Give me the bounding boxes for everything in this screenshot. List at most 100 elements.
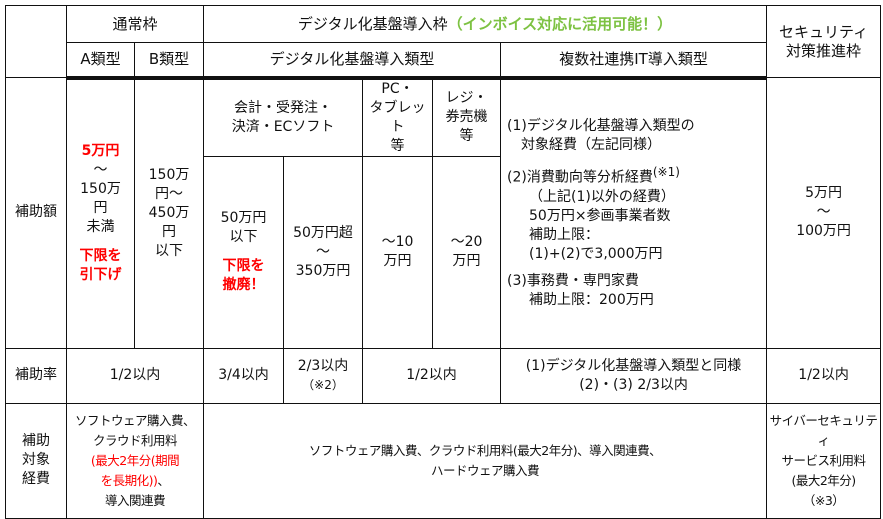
text: 5万円 <box>805 185 843 202</box>
multi-company-amount: (1)デジタル化基盤導入類型の 対象経費（左記同様） (2)消費動向等分析経費(… <box>500 77 768 349</box>
amount-label: 補助額 <box>5 77 67 349</box>
normal-rate: 1/2以内 <box>65 347 205 404</box>
register-amount: ～20 万円 <box>432 155 502 349</box>
text: 50万円×参画事業者数 <box>529 207 671 224</box>
text: ソフトウェア購入費、クラウド利用料(最大2年分)、導入関連費、 <box>308 442 662 458</box>
text: ソフトウェア購入費、 <box>75 412 196 428</box>
text: サービス利用料 <box>781 452 867 468</box>
multi-company-header: 複数社連携IT導入類型 <box>500 42 768 80</box>
pc-tablet-header: PC・ タブレット 等 <box>362 77 434 157</box>
text: 100万円 <box>796 223 851 240</box>
text: 撤廃！ <box>222 277 265 293</box>
text: 補助上限：200万円 <box>529 291 654 308</box>
text: 会計・受発注・ <box>234 99 333 116</box>
hardware-rate: 1/2以内 <box>362 347 502 404</box>
type-a-header: A類型 <box>66 42 135 80</box>
text: 350万円 <box>295 262 351 279</box>
text: （※3） <box>802 492 845 508</box>
text: 2/3以内 <box>297 357 349 374</box>
text: 引下げ <box>79 267 122 283</box>
text: 補助 <box>22 433 50 449</box>
text: ～ <box>93 162 108 178</box>
text: (3)事務費・専門家費 <box>507 272 639 289</box>
text: レジ・ <box>445 90 488 106</box>
text: 導入関連費 <box>105 492 166 508</box>
text: 等 <box>459 128 474 144</box>
text: 以下 <box>229 229 258 245</box>
security-expense: サイバーセキュリティ サービス利用料 (最大2年分) （※3） <box>766 402 882 519</box>
spacer <box>507 264 764 272</box>
corner-cell <box>5 5 67 78</box>
text: ～ <box>316 243 331 260</box>
text: クラウド利用料 <box>93 432 178 448</box>
spacer <box>69 237 132 247</box>
digital-expense: ソフトウェア購入費、クラウド利用料(最大2年分)、導入関連費、 ハードウェア購入… <box>203 402 768 519</box>
text: (最大2年分(期間 <box>90 452 180 468</box>
text: 下限を <box>222 258 265 274</box>
text: ハードウェア購入費 <box>431 462 540 478</box>
text: 万円 <box>383 253 412 269</box>
text: (2)・(3) 2/3以内 <box>579 376 688 393</box>
normal-expense: ソフトウェア購入費、 クラウド利用料 (最大2年分(期間 を長期化))、 導入関… <box>65 402 205 519</box>
multi-company-rate: (1)デジタル化基盤導入類型と同様 (2)・(3) 2/3以内 <box>500 347 768 404</box>
text: ～ <box>816 204 831 221</box>
accounting-low-rate: 3/4以内 <box>203 347 285 404</box>
security-rate: 1/2以内 <box>766 347 882 404</box>
text: ～10 <box>381 234 414 250</box>
text: 円 <box>93 200 108 216</box>
type-a-amount: 5万円 ～ 150万 円 未満 下限を 引下げ <box>66 77 135 349</box>
digital-type-header: デジタル化基盤導入類型 <box>203 42 502 80</box>
accounting-software-header: 会計・受発注・ 決済・ECソフト <box>203 77 364 157</box>
text: 経費 <box>22 471 50 487</box>
text: 補助上限： <box>529 226 600 243</box>
text: 50万円超 <box>293 224 353 241</box>
register-header: レジ・ 券売機 等 <box>432 77 502 157</box>
accounting-high-amount: 50万円超 ～ 350万円 <box>283 155 364 349</box>
text: セキュリティ <box>779 22 869 41</box>
text: 50万円 <box>220 210 267 226</box>
text: 万円 <box>452 253 481 269</box>
security-frame-header: セキュリティ 対策推進枠 <box>766 5 882 78</box>
type-b-amount: 150万 円～ 450万 円 以下 <box>133 77 205 349</box>
text: 券売機 <box>445 109 488 125</box>
normal-frame-header: 通常枠 <box>65 5 205 43</box>
text: PC・ <box>381 80 414 97</box>
text: 円～ <box>155 186 183 202</box>
text: 下限を <box>79 248 122 264</box>
digital-frame-header: デジタル化基盤導入枠（インボイス対応に活用可能！） <box>203 5 768 43</box>
text: (最大2年分) <box>791 472 856 488</box>
text: タブレット <box>369 99 426 135</box>
text: （上記(1)以外の経費） <box>529 188 675 205</box>
rate-label: 補助率 <box>5 347 67 404</box>
expense-label: 補助 対象 経費 <box>5 402 67 519</box>
spacer <box>507 155 764 163</box>
text: 対象 <box>22 452 50 468</box>
text: 、 <box>157 472 170 488</box>
text: (1)デジタル化基盤導入類型と同様 <box>525 357 742 374</box>
accounting-high-rate: 2/3以内 （※2） <box>283 347 364 404</box>
digital-frame-title: デジタル化基盤導入枠 <box>297 14 448 33</box>
spacer <box>206 247 281 257</box>
security-amount: 5万円 ～ 100万円 <box>766 77 882 349</box>
footnote-ref: (※1) <box>652 165 680 180</box>
text: (2)消費動向等分析経費 <box>507 169 653 186</box>
text: (1)+(2)で3,000万円 <box>529 245 663 262</box>
text: 5万円 <box>81 143 120 159</box>
text: 150万 <box>148 167 190 183</box>
text: 対象経費（左記同様） <box>521 137 662 154</box>
subsidy-table: 通常枠 デジタル化基盤導入枠（インボイス対応に活用可能！） セキュリティ 対策推進… <box>5 5 882 519</box>
text: 対策推進枠 <box>786 41 862 60</box>
accounting-low-amount: 50万円 以下 下限を 撤廃！ <box>203 155 285 349</box>
text: サイバーセキュリティ <box>769 412 878 448</box>
invoice-note: （インボイス対応に活用可能！） <box>447 14 673 33</box>
footnote-ref: （※2） <box>302 377 344 392</box>
text: 450万 <box>148 205 190 221</box>
text: (1)デジタル化基盤導入類型の <box>507 118 695 135</box>
text: 等 <box>390 137 405 154</box>
type-b-header: B類型 <box>133 42 205 80</box>
pc-tablet-amount: ～10 万円 <box>362 155 434 349</box>
text: 円 <box>162 224 176 240</box>
text: 150万 <box>80 181 121 197</box>
text: 以下 <box>155 243 183 259</box>
text: 未満 <box>86 219 115 235</box>
